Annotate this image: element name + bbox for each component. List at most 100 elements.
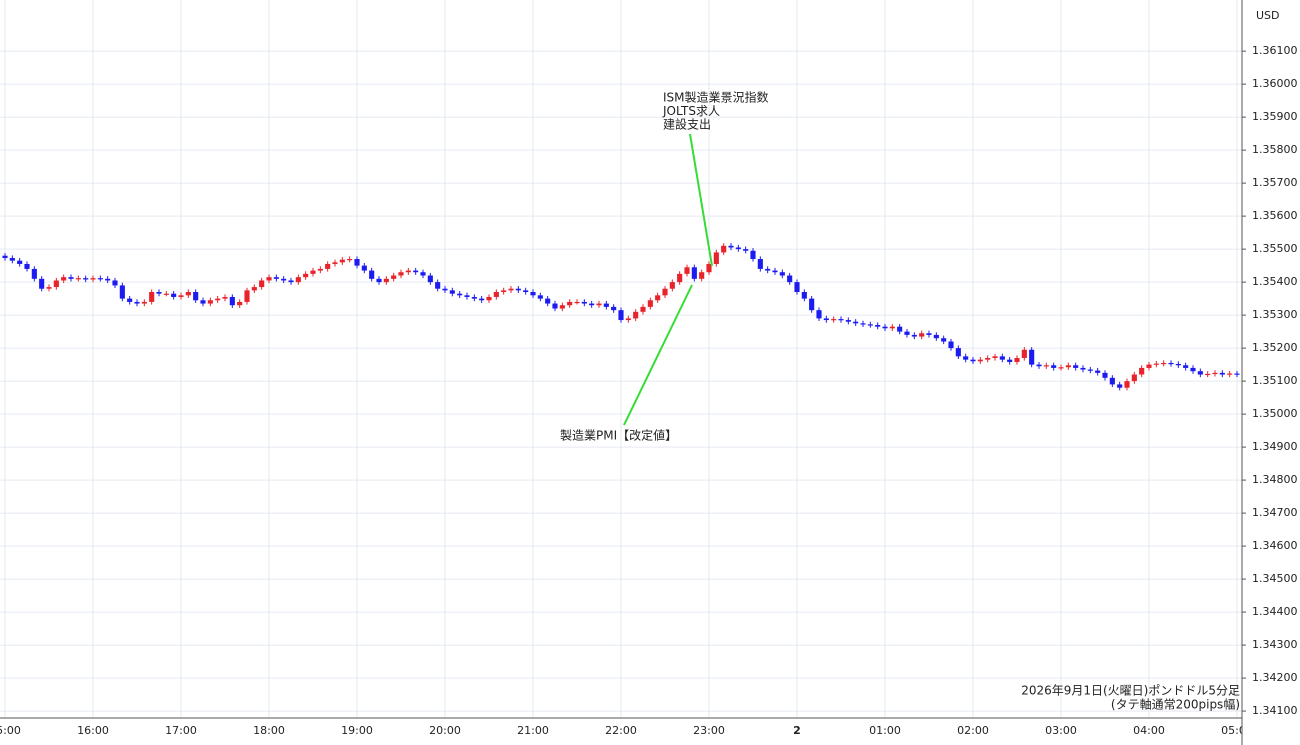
y-tick-label: 1.35400 xyxy=(1252,275,1298,288)
x-tick-label: 03:00 xyxy=(1045,724,1077,737)
candle-body xyxy=(237,301,243,306)
candle-body xyxy=(398,272,404,276)
candle-body xyxy=(1183,365,1189,368)
annotation-text: ISM製造業景況指数 xyxy=(663,90,769,105)
candle-body xyxy=(479,298,485,301)
candle-body xyxy=(1080,367,1086,370)
candle-body xyxy=(853,321,859,324)
candle-body xyxy=(515,288,521,291)
candle-body xyxy=(464,295,470,297)
candle-body xyxy=(185,292,191,296)
annotation-line xyxy=(689,133,713,267)
candle-body xyxy=(779,272,785,276)
candle-body xyxy=(266,277,272,281)
candle-body xyxy=(897,326,903,332)
candle-body xyxy=(603,303,609,307)
annotation-text: JOLTS求人 xyxy=(662,104,720,118)
x-tick-label: 01:00 xyxy=(869,724,901,737)
candle-body xyxy=(706,263,712,273)
candle-body xyxy=(919,333,925,337)
candle-body xyxy=(471,296,477,299)
y-axis: 1.36100 1.36000 1.35900 1.35800 1.35700 1.356… xyxy=(1242,44,1298,717)
candle-body xyxy=(288,280,294,283)
x-tick-label: 16:00 xyxy=(77,724,109,737)
candle-body xyxy=(735,247,741,250)
candle-body xyxy=(1219,372,1225,375)
x-tick-label: 20:00 xyxy=(429,724,461,737)
x-tick-label: 15:00 xyxy=(0,724,21,737)
candle-body xyxy=(794,282,800,293)
candle-body xyxy=(83,278,89,280)
candle-body xyxy=(127,298,133,302)
candle-body xyxy=(537,295,543,299)
candle-body xyxy=(948,341,954,349)
candle-body xyxy=(1058,367,1064,369)
candle-body xyxy=(545,298,551,304)
candle-body xyxy=(523,290,529,293)
candle-body xyxy=(413,270,419,273)
candle-body xyxy=(611,306,617,311)
candle-body xyxy=(801,292,807,299)
candle-body xyxy=(596,303,602,306)
candle-body xyxy=(193,292,199,301)
candle-body xyxy=(787,275,793,283)
y-tick-label: 1.35200 xyxy=(1252,341,1298,354)
y-tick-label: 1.35300 xyxy=(1252,308,1298,321)
candle-body xyxy=(567,301,573,306)
candle-body xyxy=(449,290,455,294)
y-tick-label: 1.34300 xyxy=(1252,638,1298,651)
candle-body xyxy=(926,333,932,335)
candle-body xyxy=(999,356,1005,360)
candle-body xyxy=(90,278,96,280)
candle-body xyxy=(376,278,382,283)
currency-label: USD xyxy=(1256,9,1280,22)
candle-body xyxy=(1234,373,1240,375)
candle-body xyxy=(1131,374,1137,382)
candles xyxy=(2,243,1240,391)
x-tick-label: 05:00 xyxy=(1221,724,1253,737)
y-tick-label: 1.36100 xyxy=(1252,44,1298,57)
y-tick-label: 1.35800 xyxy=(1252,143,1298,156)
y-tick-label: 1.35100 xyxy=(1252,374,1298,387)
candle-body xyxy=(1109,377,1115,385)
candle-body xyxy=(1227,373,1233,375)
candle-body xyxy=(721,245,727,253)
candle-body xyxy=(75,278,81,280)
candle-body xyxy=(691,267,697,279)
candle-body xyxy=(112,280,118,286)
candle-body xyxy=(970,359,976,362)
y-tick-label: 1.35900 xyxy=(1252,110,1298,123)
candle-body xyxy=(310,270,316,274)
candle-body xyxy=(156,292,162,294)
candle-body xyxy=(427,275,433,283)
candle-body xyxy=(699,272,705,279)
candle-body xyxy=(493,292,499,297)
candle-body xyxy=(904,331,910,335)
candle-body xyxy=(141,301,147,304)
candle-body xyxy=(963,356,969,360)
candle-body xyxy=(97,278,103,280)
candle-body xyxy=(317,268,323,271)
candle-body xyxy=(875,325,881,327)
candle-body xyxy=(633,311,639,319)
x-tick-label: 22:00 xyxy=(605,724,637,737)
candle-body xyxy=(1021,349,1027,359)
candle-body xyxy=(229,296,235,306)
candle-body xyxy=(259,280,265,288)
candle-body xyxy=(677,273,683,283)
candle-body xyxy=(200,300,206,304)
chart-title: 2026年9月1日(火曜日)ポンドドル5分足 xyxy=(1021,684,1240,698)
candle-body xyxy=(171,293,177,297)
chart-title: (タテ軸通常200pips幅) xyxy=(1111,697,1240,712)
candle-body xyxy=(1036,364,1042,367)
candle-body xyxy=(1168,362,1174,365)
candle-body xyxy=(684,267,690,274)
y-tick-label: 1.34200 xyxy=(1252,671,1298,684)
candle-body xyxy=(2,255,8,259)
candle-body xyxy=(1117,384,1123,388)
candle-body xyxy=(955,348,961,357)
candle-body xyxy=(823,318,829,321)
candle-body xyxy=(1102,372,1108,378)
